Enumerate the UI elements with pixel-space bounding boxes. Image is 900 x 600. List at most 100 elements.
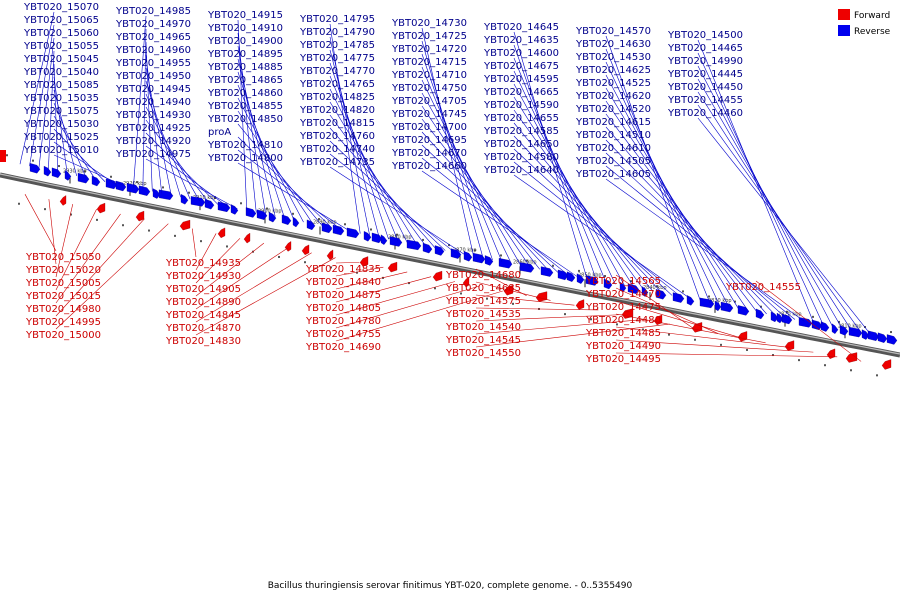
reverse-leader [38, 37, 55, 169]
reverse-gene-arrow [346, 227, 360, 239]
forward-gene-label: YBT020_14835 [305, 264, 381, 275]
frame-dot [32, 159, 34, 162]
reverse-leader [29, 24, 55, 167]
reverse-gene-arrow [230, 204, 239, 215]
map-caption: Bacillus thuringiensis serovar finitimus… [268, 581, 633, 591]
frame-dot [786, 310, 788, 313]
legend-reverse-swatch [838, 25, 850, 36]
tick-label: 2910 kbp [193, 195, 217, 201]
reverse-gene-label: YBT020_14825 [299, 92, 375, 103]
tick-label: 2860 kbp [513, 259, 537, 265]
reverse-gene-arrow [861, 329, 870, 340]
reverse-gene-label: YBT020_14585 [483, 126, 559, 137]
reverse-leader [513, 174, 692, 300]
legend-forward-label: Forward [854, 11, 890, 21]
forward-gene-arrow [359, 256, 369, 267]
forward-gene-arrow [575, 299, 585, 310]
reverse-gene-label: YBT020_15065 [23, 15, 99, 26]
reverse-gene-label: YBT020_15070 [23, 2, 99, 13]
reverse-leader [237, 110, 314, 225]
forward-leader [55, 208, 97, 291]
forward-gene-arrow [784, 340, 795, 351]
reverse-gene-label: YBT020_14770 [299, 66, 375, 77]
forward-gene-label: YBT020_15020 [25, 265, 101, 276]
forward-gene-label: YBT020_14685 [445, 283, 521, 294]
forward-gene-label: YBT020_14485 [585, 328, 661, 339]
reverse-gene-label: YBT020_14920 [115, 136, 191, 147]
reverse-leader [605, 35, 701, 302]
frame-dot [552, 264, 554, 267]
frame-dot [682, 290, 684, 293]
forward-gene-label: YBT020_14995 [25, 317, 101, 328]
reverse-leader [697, 91, 852, 331]
forward-gene-label: YBT020_14875 [305, 290, 381, 301]
reverse-gene-label: YBT020_14505 [575, 156, 651, 167]
reverse-leader [133, 15, 147, 188]
reverse-gene-arrow [126, 183, 140, 194]
frame-dot [772, 354, 774, 357]
reverse-leader [421, 53, 493, 261]
frame-dot [148, 229, 150, 232]
reverse-leader [329, 23, 361, 234]
reverse-gene-label: YBT020_14630 [575, 39, 651, 50]
frame-dot [304, 261, 306, 264]
forward-leader [55, 218, 145, 317]
frame-dot [838, 320, 840, 323]
reverse-gene-arrow [557, 269, 569, 281]
reverse-gene-arrow [540, 266, 554, 277]
reverse-leader [513, 122, 654, 292]
reverse-gene-arrow [77, 172, 90, 184]
reverse-gene-label: YBT020_14745 [391, 109, 467, 120]
forward-leader [335, 271, 408, 290]
reverse-gene-arrow [292, 216, 300, 228]
frame-dot [616, 323, 618, 326]
reverse-gene-label: YBT020_14530 [575, 52, 651, 63]
reverse-leader [421, 157, 569, 276]
reverse-gene-label: YBT020_14580 [483, 152, 559, 163]
reverse-gene-label: YBT020_14465 [667, 43, 743, 54]
frame-dot [18, 202, 20, 205]
reverse-gene-arrow [877, 332, 888, 343]
reverse-leader [421, 144, 559, 274]
reverse-gene-label: YBT020_14855 [207, 101, 283, 112]
reverse-gene-label: YBT020_14610 [575, 143, 651, 154]
reverse-leader [237, 19, 248, 211]
forward-gene-label: YBT020_14830 [165, 336, 241, 347]
reverse-gene-label: YBT020_14765 [299, 79, 375, 90]
reverse-leader [329, 153, 455, 253]
reverse-gene-arrow [434, 245, 445, 256]
tick-label: 2890 kbp [313, 219, 337, 225]
reverse-gene-arrow [755, 308, 765, 320]
reverse-gene-label: YBT020_14800 [207, 153, 283, 164]
reverse-gene-arrow [831, 323, 839, 334]
reverse-gene-label: YBT020_14860 [207, 88, 283, 99]
reverse-leader [513, 148, 673, 296]
tick-label: 2840 kbp [643, 285, 667, 291]
reverse-gene-label: YBT020_14670 [391, 148, 467, 159]
reverse-leader [145, 93, 191, 200]
reverse-gene-arrow [204, 198, 215, 210]
reverse-leader [19, 11, 55, 165]
forward-leader [55, 213, 121, 304]
forward-gene-arrow [59, 195, 67, 206]
forward-leader [195, 242, 265, 297]
frame-dot [266, 207, 268, 210]
reverse-leader [605, 139, 777, 317]
reverse-gene-arrow [484, 255, 494, 266]
reverse-gene-arrow [138, 185, 151, 196]
reverse-gene-label: YBT020_14600 [483, 48, 559, 59]
frame-dot [370, 228, 372, 231]
reverse-leader [605, 100, 748, 311]
reverse-leader [605, 61, 720, 305]
reverse-gene-label: YBT020_14715 [391, 57, 467, 68]
frame-dot [84, 170, 86, 173]
reverse-gene-label: proA [208, 127, 231, 138]
backbone-highlight [0, 173, 900, 355]
forward-gene-label: YBT020_14475 [585, 302, 661, 313]
reverse-gene-arrow [699, 297, 715, 309]
reverse-gene-label: YBT020_14570 [575, 26, 651, 37]
frame-dot [590, 318, 592, 321]
reverse-gene-label: YBT020_14725 [391, 31, 467, 42]
reverse-gene-arrow [281, 214, 292, 225]
tick-label: 2870 kbp [453, 247, 477, 253]
